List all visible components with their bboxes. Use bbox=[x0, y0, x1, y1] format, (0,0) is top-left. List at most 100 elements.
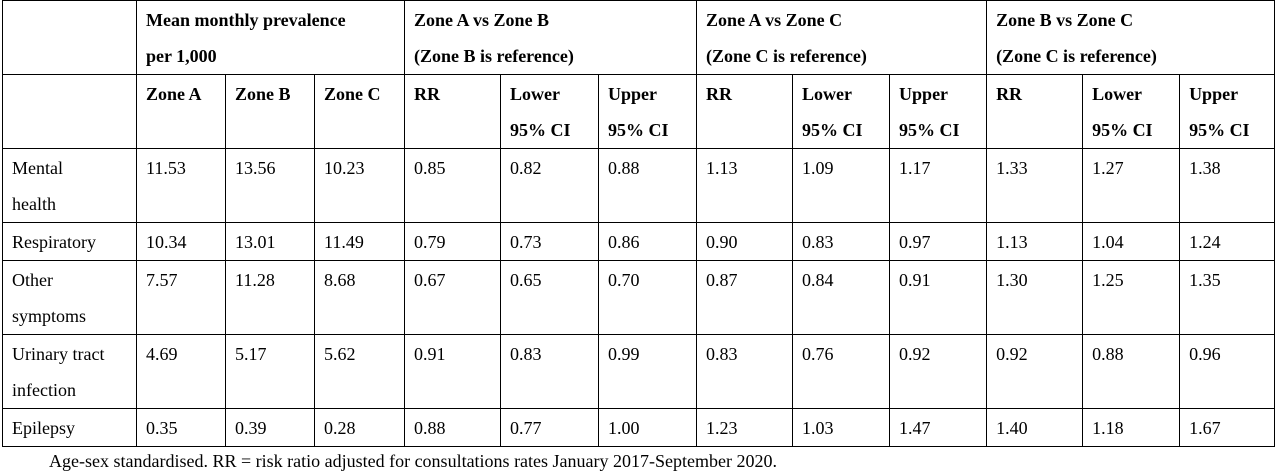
column-header: RR bbox=[986, 74, 1084, 149]
value-cell: 1.25 bbox=[1082, 260, 1181, 335]
cell-text: Zone B vs Zone C bbox=[996, 10, 1134, 30]
row-label: Respiratory bbox=[2, 222, 137, 261]
cell-text: 95% CI bbox=[1189, 120, 1250, 140]
table-row: Urinary tract infection 4.69 5.17 5.62 0.91 0.… bbox=[2, 334, 1276, 409]
value-cell: 1.24 bbox=[1179, 222, 1276, 261]
results-table: Mean monthly prevalence per 1,000 Zone A v… bbox=[2, 0, 1276, 447]
value-cell: 11.49 bbox=[313, 222, 406, 261]
table-row: Respiratory 10.34 13.01 11.49 0.79 0.73 0.86 0.… bbox=[2, 222, 1276, 261]
cell-text: RR bbox=[996, 84, 1023, 104]
cell-text: 95% CI bbox=[608, 120, 669, 140]
cell-text: RR bbox=[414, 84, 441, 104]
cell-text: Zone B bbox=[235, 84, 291, 104]
column-header: RR bbox=[404, 74, 502, 149]
value-cell: 11.53 bbox=[136, 148, 226, 223]
value-cell: 0.39 bbox=[225, 408, 315, 447]
value-cell: 1.30 bbox=[986, 260, 1084, 335]
value-cell: 1.04 bbox=[1082, 222, 1181, 261]
group-header: Zone B vs Zone C (Zone C is reference) bbox=[986, 0, 1276, 75]
row-label: Epilepsy bbox=[2, 408, 137, 447]
value-cell: 11.28 bbox=[225, 260, 315, 335]
cell-text: symptoms bbox=[12, 306, 87, 326]
cell-text: Lower bbox=[510, 84, 561, 104]
value-cell: 0.83 bbox=[792, 222, 891, 261]
cell-text: Upper bbox=[608, 84, 658, 104]
value-cell: 10.23 bbox=[313, 148, 406, 223]
group-header: Mean monthly prevalence per 1,000 bbox=[135, 0, 406, 75]
value-cell: 0.91 bbox=[404, 334, 502, 409]
cell-text: RR bbox=[706, 84, 733, 104]
table-row: Mental health 11.53 13.56 10.23 0.85 0.82 0.88 1… bbox=[2, 148, 1276, 223]
value-cell: 0.88 bbox=[598, 148, 698, 223]
table-footnote: Age-sex standardised. RR = risk ratio ad… bbox=[49, 451, 777, 471]
cell-text: Zone A vs Zone B bbox=[414, 10, 550, 30]
value-cell: 13.56 bbox=[225, 148, 315, 223]
cell-text: Upper bbox=[899, 84, 949, 104]
value-cell: 0.92 bbox=[889, 334, 988, 409]
column-header: Zone A bbox=[136, 74, 226, 149]
value-cell: 5.17 bbox=[225, 334, 315, 409]
cell-text: per 1,000 bbox=[146, 46, 217, 66]
value-cell: 1.38 bbox=[1179, 148, 1276, 223]
sub-header-row: Zone A Zone B Zone C RR Lower 95% CI Upper 95% … bbox=[2, 74, 1276, 149]
cell-text: infection bbox=[12, 380, 76, 400]
cell-text: Urinary tract bbox=[12, 344, 105, 364]
column-header: RR bbox=[696, 74, 794, 149]
cell-text: Other bbox=[12, 270, 53, 290]
cell-text: 95% CI bbox=[1092, 120, 1153, 140]
value-cell: 0.88 bbox=[1082, 334, 1181, 409]
value-cell: 0.70 bbox=[598, 260, 698, 335]
group-header: Zone A vs Zone C (Zone C is reference) bbox=[696, 0, 988, 75]
value-cell: 1.67 bbox=[1179, 408, 1276, 447]
cell-text: (Zone C is reference) bbox=[706, 46, 867, 66]
cell-text: Upper bbox=[1189, 84, 1239, 104]
value-cell: 0.83 bbox=[696, 334, 794, 409]
value-cell: 1.35 bbox=[1179, 260, 1276, 335]
value-cell: 1.17 bbox=[889, 148, 988, 223]
value-cell: 0.85 bbox=[404, 148, 502, 223]
cell-text: (Zone B is reference) bbox=[414, 46, 574, 66]
value-cell: 13.01 bbox=[225, 222, 315, 261]
value-cell: 1.00 bbox=[598, 408, 698, 447]
cell-text: Lower bbox=[802, 84, 853, 104]
value-cell: 0.99 bbox=[598, 334, 698, 409]
value-cell: 0.79 bbox=[404, 222, 502, 261]
table-row: Epilepsy 0.35 0.39 0.28 0.88 0.77 1.00 1.23 1.03… bbox=[2, 408, 1276, 447]
cell-text: Zone C bbox=[324, 84, 381, 104]
group-header: Zone A vs Zone B (Zone B is reference) bbox=[404, 0, 698, 75]
value-cell: 0.90 bbox=[696, 222, 794, 261]
value-cell: 0.77 bbox=[500, 408, 600, 447]
value-cell: 0.88 bbox=[404, 408, 502, 447]
value-cell: 1.33 bbox=[986, 148, 1084, 223]
value-cell: 0.83 bbox=[500, 334, 600, 409]
value-cell: 1.47 bbox=[889, 408, 988, 447]
value-cell: 4.69 bbox=[136, 334, 226, 409]
value-cell: 0.82 bbox=[500, 148, 600, 223]
column-header: Upper 95% CI bbox=[1179, 74, 1276, 149]
cell-text: Zone A vs Zone C bbox=[706, 10, 843, 30]
row-label-header bbox=[2, 74, 137, 149]
cell-text: Mental bbox=[12, 158, 63, 178]
value-cell: 8.68 bbox=[313, 260, 406, 335]
value-cell: 1.40 bbox=[986, 408, 1084, 447]
cell-text: 95% CI bbox=[899, 120, 960, 140]
corner-cell bbox=[2, 0, 137, 75]
value-cell: 0.97 bbox=[889, 222, 988, 261]
column-header: Zone B bbox=[225, 74, 315, 149]
column-header: Lower 95% CI bbox=[500, 74, 600, 149]
row-label: Mental health bbox=[2, 148, 137, 223]
cell-text: Lower bbox=[1092, 84, 1143, 104]
column-header: Lower 95% CI bbox=[792, 74, 891, 149]
value-cell: 1.18 bbox=[1082, 408, 1181, 447]
row-label: Urinary tract infection bbox=[2, 334, 137, 409]
cell-text: Respiratory bbox=[12, 232, 96, 252]
value-cell: 0.28 bbox=[313, 408, 406, 447]
value-cell: 7.57 bbox=[136, 260, 226, 335]
value-cell: 0.65 bbox=[500, 260, 600, 335]
value-cell: 5.62 bbox=[313, 334, 406, 409]
cell-text: Mean monthly prevalence bbox=[146, 10, 346, 30]
value-cell: 1.23 bbox=[696, 408, 794, 447]
value-cell: 10.34 bbox=[136, 222, 226, 261]
value-cell: 0.91 bbox=[889, 260, 988, 335]
column-header: Zone C bbox=[313, 74, 406, 149]
